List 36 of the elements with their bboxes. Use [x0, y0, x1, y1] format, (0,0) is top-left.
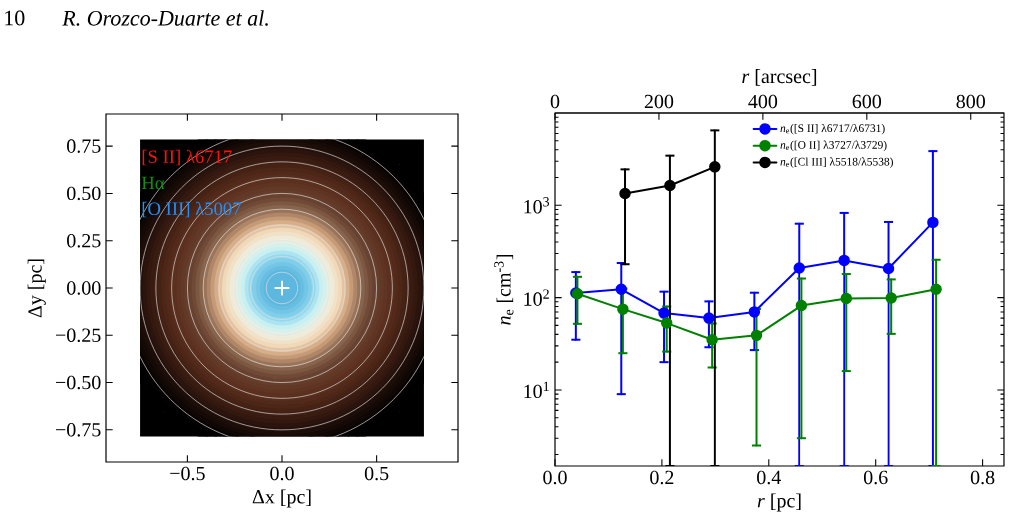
x2-tick-label: 200 [644, 94, 674, 109]
legend-label: n$_{e}$([S II] λ6717/λ6731) [780, 123, 885, 135]
y-axis-title: Δy [pc] [27, 259, 46, 318]
y-tick-label: −0.25 [56, 328, 101, 343]
y-tick-label: 10$^{1}$ [524, 381, 549, 399]
y-tick-label: 0.50 [67, 186, 101, 201]
y-tick-label: 0.25 [67, 233, 101, 248]
text: R. Orozco-Duarte et al. [62, 10, 268, 26]
y-tick-label: 0.75 [67, 139, 101, 153]
x-tick-label: 0.0 [543, 470, 567, 485]
x-tick-label: 0.0 [270, 466, 294, 481]
x-tick-label: 0.2 [650, 470, 674, 485]
annotation: Hα [141, 176, 165, 190]
legend-label: n$_{e}$([Cl III] λ5518/λ5538) [780, 157, 893, 168]
annotation: [O III] λ5007 [142, 201, 242, 218]
text: 10 [5, 10, 25, 26]
y-tick-label: −0.75 [56, 423, 101, 437]
y-axis-title: n$_{e}$ [cm$^{-3}$] [494, 255, 514, 325]
annotation: [S II] λ6717 [142, 149, 232, 166]
x-tick-label: 0.8 [970, 470, 995, 485]
x-tick-label: −0.5 [170, 466, 205, 481]
x2-axis-title: r [arcsec] [742, 69, 817, 86]
x-axis-title: Δx [pc] [252, 489, 311, 508]
x2-tick-label: 400 [748, 94, 778, 109]
x-tick-label: 0.5 [364, 466, 389, 481]
x2-tick-label: 0 [550, 94, 560, 109]
y-tick-label: 0.00 [67, 281, 101, 295]
x2-tick-label: 600 [852, 94, 882, 109]
x2-tick-label: 800 [956, 94, 985, 109]
legend-label: n$_{e}$([O II] λ3727/λ3729) [780, 140, 887, 152]
y-tick-label: 10$^{3}$ [524, 197, 550, 214]
x-axis-title: r [pc] [757, 493, 801, 512]
x-tick-label: 0.4 [757, 470, 781, 485]
y-tick-label: 10$^{2}$ [524, 289, 549, 306]
y-tick-label: −0.50 [56, 375, 101, 390]
x-tick-label: 0.6 [863, 470, 888, 485]
